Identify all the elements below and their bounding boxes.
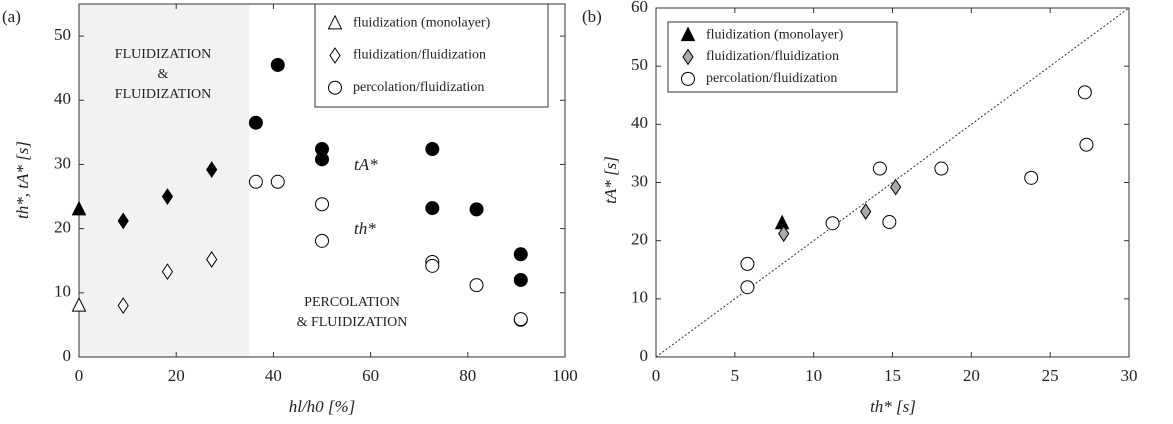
marker <box>206 161 218 178</box>
marker <box>1079 137 1094 152</box>
y-tick-label: 10 <box>54 282 71 301</box>
marker <box>872 161 887 176</box>
y-tick-label: 20 <box>631 230 648 249</box>
marker <box>425 142 440 157</box>
x-tick-label: 0 <box>652 366 661 385</box>
y-tick-label: 10 <box>631 288 648 307</box>
legend-box <box>667 21 898 93</box>
y-tick-label: 0 <box>640 346 649 365</box>
marker <box>270 174 285 189</box>
marker <box>825 216 840 231</box>
x-tick-label: 80 <box>459 366 476 385</box>
legend-label: fluidization (monolayer) <box>353 16 491 31</box>
x-tick-label: 30 <box>1121 366 1138 385</box>
x-tick-label: 60 <box>362 366 379 385</box>
x-tick-label: 20 <box>963 366 980 385</box>
x-tick-label: 20 <box>168 366 185 385</box>
legend: fluidization (monolayer) fluidization/flu… <box>314 3 549 108</box>
panel-label: (a) <box>2 7 21 26</box>
annotation: & <box>158 67 169 82</box>
marker <box>425 258 440 273</box>
marker <box>774 214 790 230</box>
marker <box>248 115 263 130</box>
marker <box>740 280 755 295</box>
x-tick-label: 15 <box>884 366 901 385</box>
marker <box>778 225 790 243</box>
marker <box>934 161 949 176</box>
marker <box>513 247 528 262</box>
y-tick-label: 0 <box>63 346 72 365</box>
marker <box>860 203 872 220</box>
marker <box>270 57 285 72</box>
y-tick-label: 50 <box>631 55 648 74</box>
y-tick-label: 30 <box>631 171 648 190</box>
x-axis-label: th* [s] <box>870 397 916 416</box>
marker <box>206 251 218 268</box>
annotation: th* <box>354 219 376 238</box>
x-tick-label: 5 <box>731 366 740 385</box>
y-tick-label: 40 <box>54 89 71 108</box>
y-tick-label: 40 <box>631 113 648 132</box>
legend-box <box>314 3 549 108</box>
y-tick-label: 60 <box>631 0 648 16</box>
legend-label: percolation/fluidization <box>353 80 484 95</box>
y-axis-label: tA* [s] <box>601 156 620 204</box>
marker <box>1077 85 1092 100</box>
marker <box>248 174 263 189</box>
marker <box>425 201 440 216</box>
legend-label: percolation/fluidization <box>706 71 837 86</box>
marker <box>882 215 897 230</box>
marker <box>117 212 129 230</box>
marker <box>71 297 87 312</box>
legend-label: fluidization/fluidization <box>353 48 486 63</box>
legend-label: fluidization (monolayer) <box>706 27 844 42</box>
x-axis-label: hl/h0 [%] <box>289 397 356 416</box>
marker <box>329 47 341 64</box>
panel-label: (b) <box>582 7 602 26</box>
annotation: FLUIDIZATION <box>115 87 211 102</box>
y-tick-label: 30 <box>54 153 71 172</box>
marker <box>161 263 174 281</box>
marker <box>513 272 528 287</box>
marker <box>328 80 342 95</box>
marker <box>315 233 329 248</box>
marker <box>161 188 174 205</box>
marker <box>117 297 129 315</box>
marker <box>469 278 484 293</box>
marker <box>681 71 695 86</box>
legend: fluidization (monolayer) fluidization/flu… <box>667 21 898 93</box>
marker <box>71 200 87 216</box>
y-tick-label: 50 <box>54 25 71 44</box>
y-axis-label: th*, tA* [s] <box>13 141 32 219</box>
annotation: & FLUIDIZATION <box>297 315 408 330</box>
annotation: tA* <box>354 155 378 174</box>
marker <box>315 152 329 167</box>
x-tick-label: 0 <box>75 366 84 385</box>
marker <box>890 178 902 196</box>
marker <box>682 48 694 66</box>
annotation: PERCOLATION <box>304 295 400 310</box>
marker <box>469 202 484 217</box>
shaded-region <box>79 4 250 357</box>
x-tick-label: 25 <box>1042 366 1059 385</box>
annotation: FLUIDIZATION <box>115 47 211 62</box>
marker <box>740 256 755 271</box>
marker <box>513 312 528 327</box>
reference-line <box>655 7 1130 358</box>
y-tick-label: 20 <box>54 218 71 237</box>
x-tick-label: 10 <box>805 366 822 385</box>
marker <box>680 26 696 42</box>
marker <box>1024 170 1039 185</box>
marker <box>315 197 329 212</box>
marker <box>327 14 343 30</box>
legend-label: fluidization/fluidization <box>706 49 839 64</box>
x-tick-label: 100 <box>552 366 578 385</box>
x-tick-label: 40 <box>265 366 282 385</box>
